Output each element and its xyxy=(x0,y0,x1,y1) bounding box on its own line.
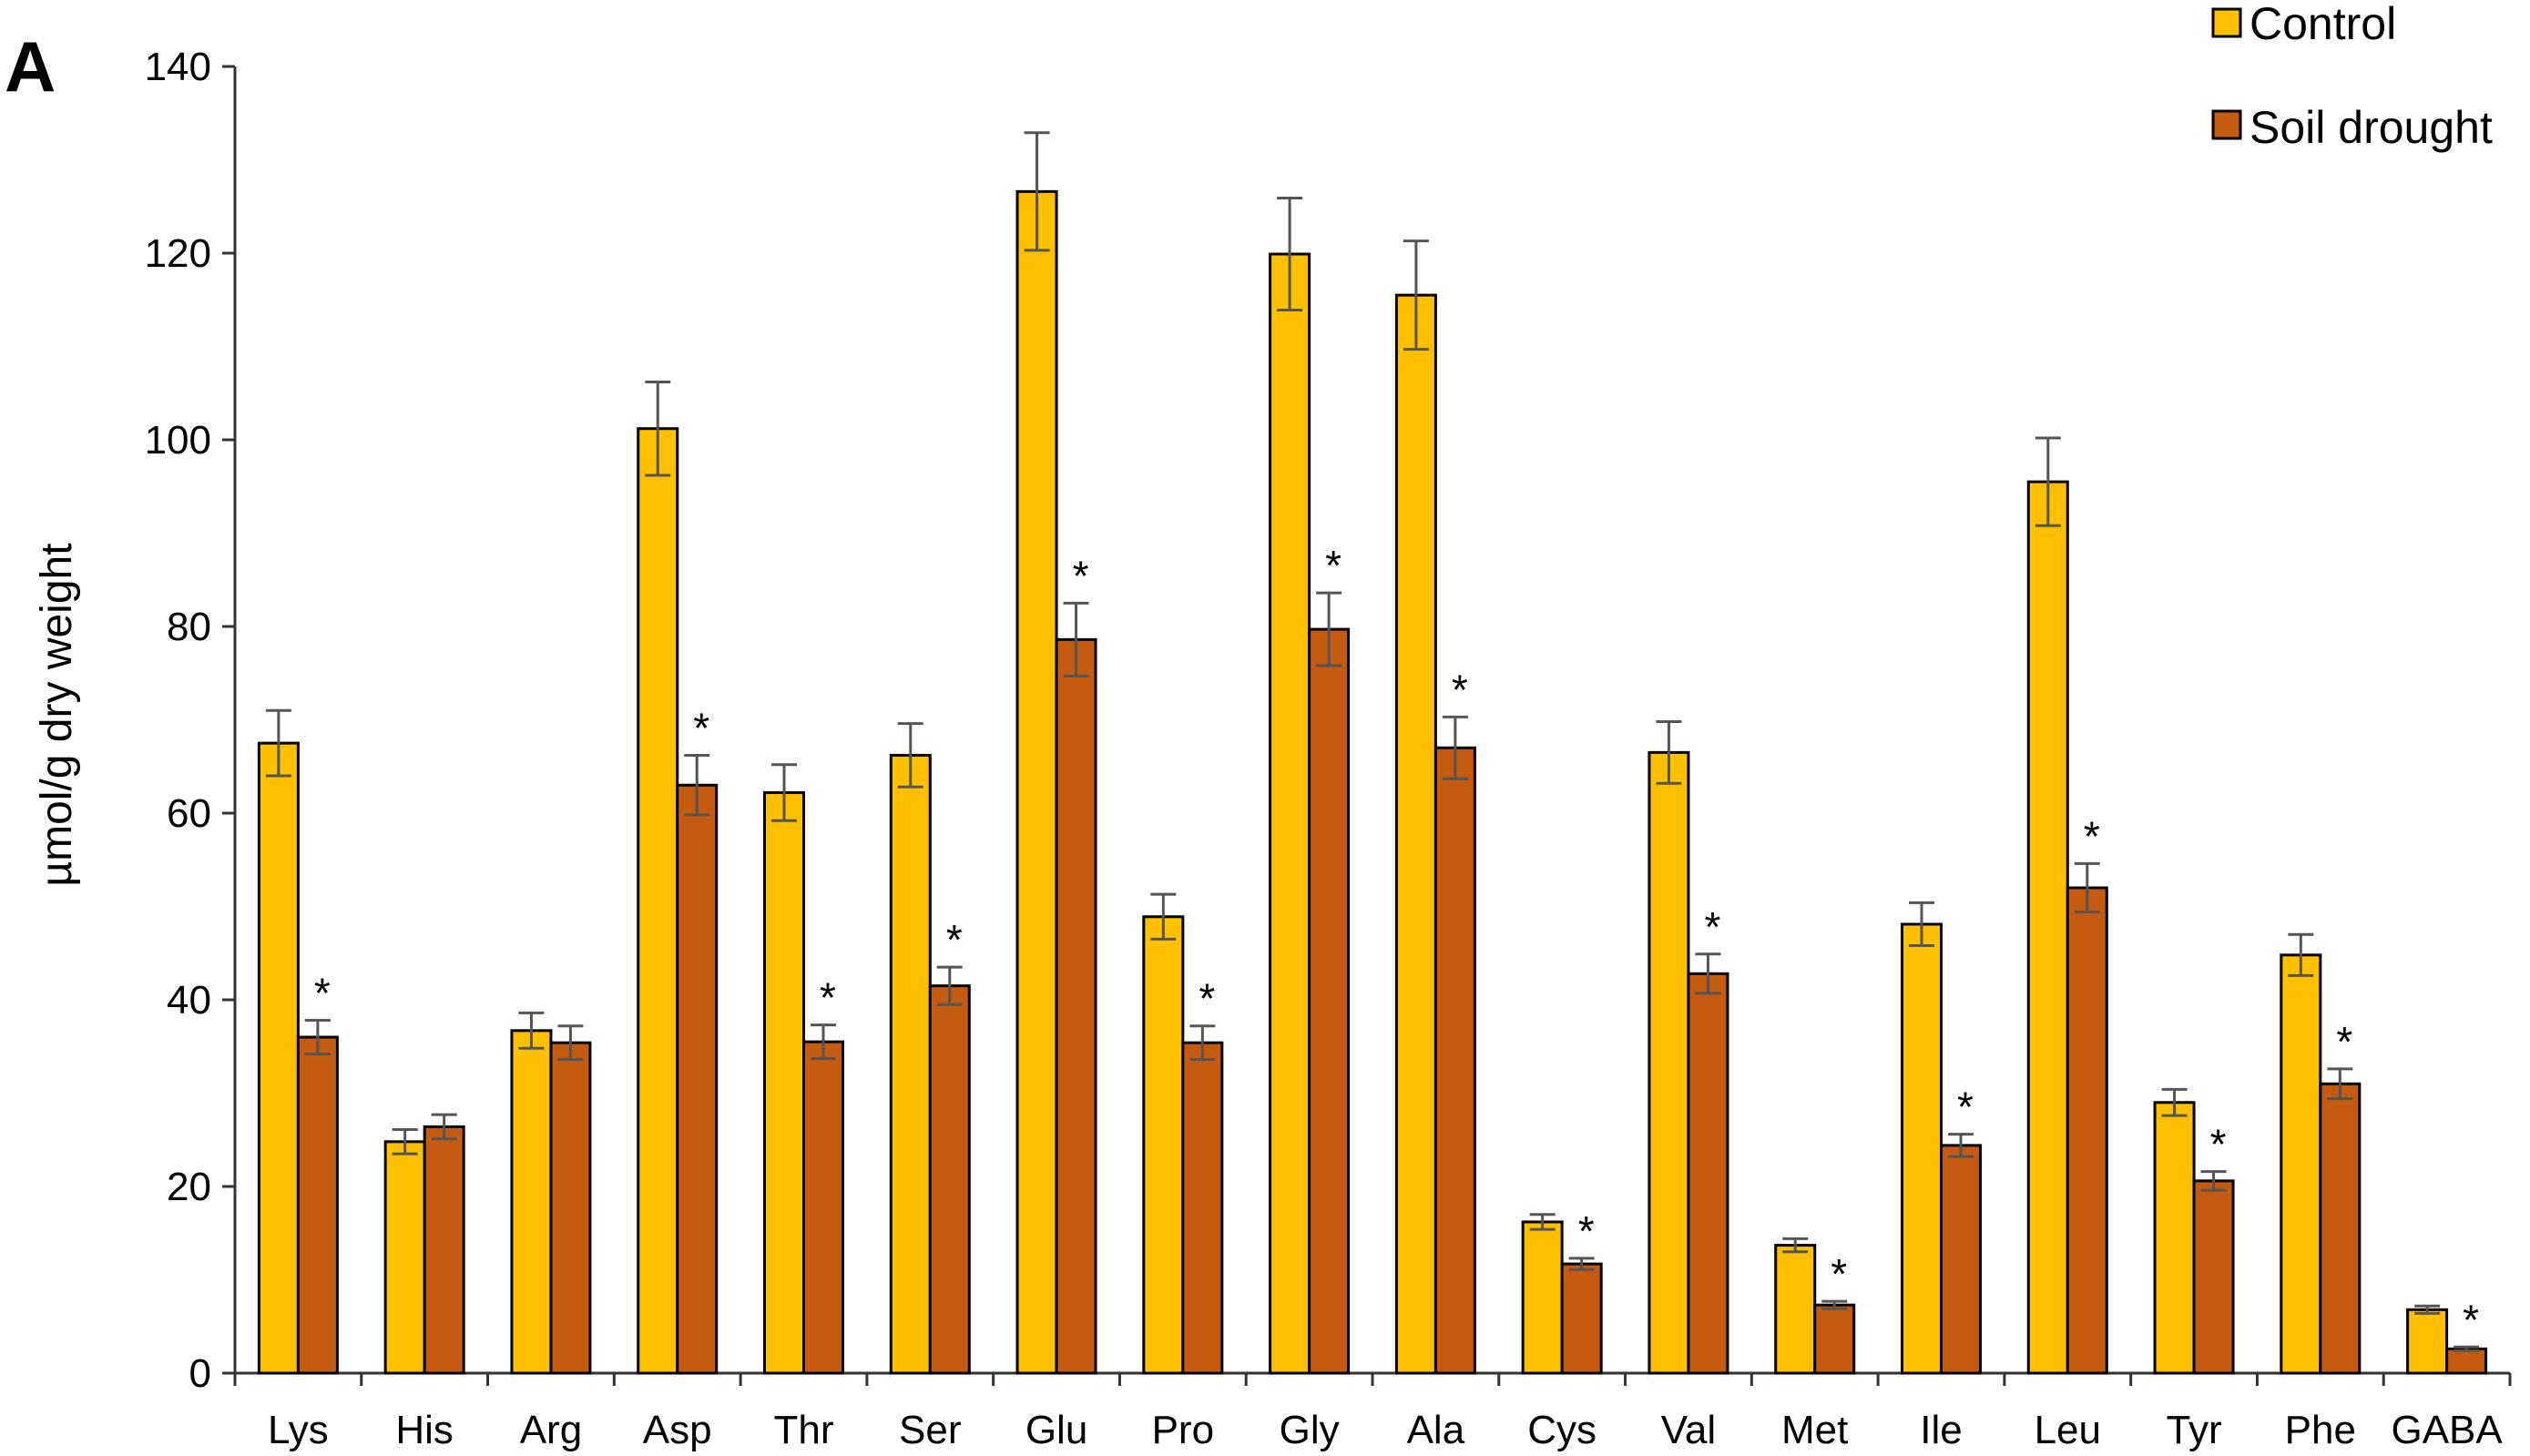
bar-soil-drought xyxy=(802,1040,844,1375)
legend-swatch-control xyxy=(2211,7,2242,38)
bar-soil-drought xyxy=(1433,746,1476,1375)
y-tick-label: 40 xyxy=(167,978,211,1023)
bar-soil-drought xyxy=(423,1125,465,1375)
bar-control xyxy=(1142,915,1185,1375)
x-tick-label: Pro xyxy=(1152,1408,1214,1452)
bar-control xyxy=(383,1140,426,1375)
significance-marker: * xyxy=(2463,1296,2479,1343)
y-tick-label: 20 xyxy=(167,1165,211,1209)
significance-marker: * xyxy=(1831,1250,1847,1298)
x-tick-label: Arg xyxy=(520,1408,582,1452)
x-tick-label: Val xyxy=(1661,1408,1716,1452)
y-tick-label: 120 xyxy=(145,231,211,276)
y-tick-label: 140 xyxy=(145,45,211,89)
y-axis-title: µmol/g dry weight xyxy=(33,543,81,886)
bar-soil-drought xyxy=(2066,886,2108,1375)
significance-marker: * xyxy=(2084,812,2100,860)
bar-control xyxy=(889,753,932,1375)
y-axis: 0 20 40 60 80 100 120 140 xyxy=(145,45,237,1396)
x-tick-label: His xyxy=(395,1408,454,1452)
bar-soil-drought xyxy=(928,984,971,1375)
x-tick-label: Tyr xyxy=(2167,1408,2222,1452)
x-tick-label: Ser xyxy=(899,1408,961,1452)
bar-control xyxy=(763,790,805,1375)
panel-label: A xyxy=(5,26,56,107)
bar-control xyxy=(510,1029,553,1375)
bar-control xyxy=(2406,1308,2449,1375)
x-tick-label: Gly xyxy=(1280,1408,1340,1452)
bar-soil-drought xyxy=(1813,1303,1856,1375)
x-tick-label: Glu xyxy=(1025,1408,1087,1452)
bars: * * * * * * * * * * * * * * * * xyxy=(257,131,2488,1375)
significance-marker: * xyxy=(1957,1084,1974,1131)
bar-soil-drought xyxy=(1687,972,1729,1375)
significance-marker: * xyxy=(693,704,709,751)
significance-marker: * xyxy=(2210,1121,2227,1168)
x-tick-label: Lys xyxy=(268,1408,329,1452)
bar-control xyxy=(2280,953,2322,1375)
x-tick-label: Thr xyxy=(774,1408,834,1452)
significance-marker: * xyxy=(1325,542,1342,589)
significance-marker: * xyxy=(1073,552,1089,599)
x-tick-label: Ile xyxy=(1920,1408,1962,1452)
x-tick-label: Leu xyxy=(2035,1408,2101,1452)
bar-control xyxy=(637,427,679,1375)
x-tick-label: Asp xyxy=(643,1408,712,1452)
bar-soil-drought xyxy=(2192,1179,2235,1375)
x-tick-label: Met xyxy=(1781,1408,1848,1452)
significance-marker: * xyxy=(314,970,331,1017)
significance-marker: * xyxy=(1199,975,1215,1023)
significance-marker: * xyxy=(946,916,963,963)
x-tick-label: Phe xyxy=(2285,1408,2356,1452)
x-tick-label: GABA xyxy=(2391,1408,2503,1452)
bar-control xyxy=(1015,189,1058,1375)
significance-marker: * xyxy=(1578,1207,1595,1255)
bar-control xyxy=(1269,252,1311,1375)
bar-soil-drought xyxy=(1055,637,1097,1375)
bar-control xyxy=(1901,922,1943,1375)
y-tick-label: 60 xyxy=(167,791,211,836)
bar-soil-drought xyxy=(1181,1041,1224,1375)
bar-control xyxy=(257,741,300,1375)
x-tick-label: Cys xyxy=(1527,1408,1597,1452)
y-tick-label: 100 xyxy=(145,418,211,463)
bar-soil-drought xyxy=(1308,627,1351,1375)
bar-control xyxy=(1774,1244,1817,1375)
x-axis: Lys His Arg Asp Thr Ser Glu Pro Gly Ala Cys Val Met I… xyxy=(233,1371,2512,1452)
significance-marker: * xyxy=(1704,903,1720,951)
bar-control xyxy=(1521,1220,1564,1375)
bar-control xyxy=(2153,1101,2196,1375)
significance-marker: * xyxy=(1452,666,1468,713)
legend: Control Soil drought xyxy=(2211,0,2493,153)
bar-soil-drought xyxy=(296,1035,339,1375)
bar-soil-drought xyxy=(549,1041,592,1375)
legend-label-soil-drought: Soil drought xyxy=(2249,102,2493,153)
bar-soil-drought xyxy=(2319,1082,2362,1375)
bar-soil-drought xyxy=(1940,1144,1982,1375)
x-tick-label: Ala xyxy=(1407,1408,1465,1452)
bar-soil-drought xyxy=(2445,1347,2488,1375)
legend-label-control: Control xyxy=(2249,0,2396,49)
bar-control xyxy=(1648,750,1690,1375)
bar-soil-drought xyxy=(1560,1262,1603,1375)
bar-soil-drought xyxy=(676,783,719,1375)
y-tick-label: 0 xyxy=(189,1351,211,1396)
significance-marker: * xyxy=(820,974,836,1022)
significance-marker: * xyxy=(2336,1018,2352,1065)
legend-swatch-soil-drought xyxy=(2211,109,2242,140)
bar-control xyxy=(1394,293,1437,1375)
bar-control xyxy=(2026,480,2069,1375)
y-tick-label: 80 xyxy=(167,605,211,649)
